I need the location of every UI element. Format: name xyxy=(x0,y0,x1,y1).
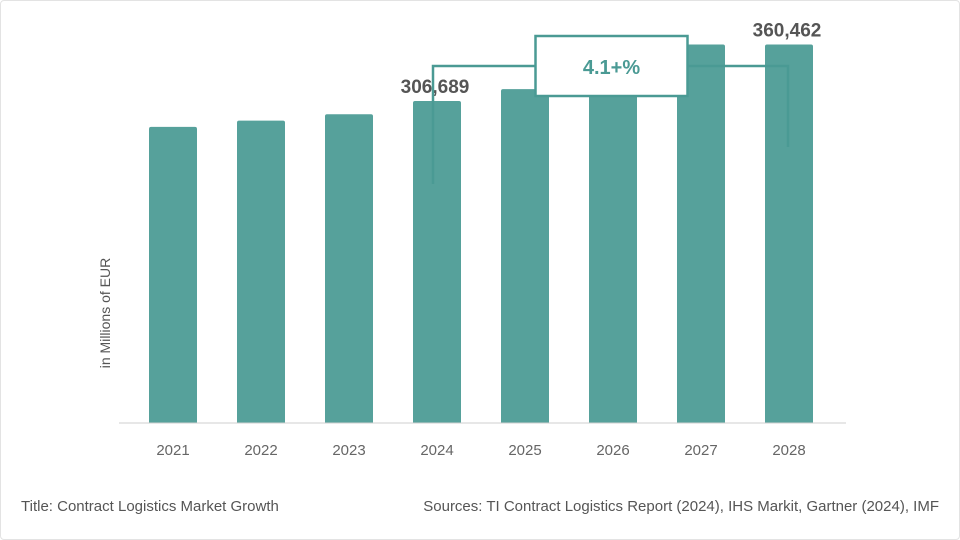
bar-2021 xyxy=(149,126,197,424)
x-tick-2023: 2023 xyxy=(332,442,365,459)
bar-2023 xyxy=(325,114,373,424)
x-tick-2026: 2026 xyxy=(596,442,629,459)
bracket-right xyxy=(687,64,790,147)
bar-2027 xyxy=(677,44,725,424)
value-label-2024: 306,689 xyxy=(401,77,470,98)
value-labels: 306,689 360,462 xyxy=(401,21,822,98)
bar-2026 xyxy=(589,76,637,423)
bar-2024 xyxy=(413,100,461,423)
cagr-label: 4.1+% xyxy=(583,57,640,79)
x-tick-2022: 2022 xyxy=(244,442,277,459)
x-tick-2027: 2027 xyxy=(684,442,717,459)
cagr-annotation: 4.1+% xyxy=(431,34,790,184)
chart-sources: Sources: TI Contract Logistics Report (2… xyxy=(423,498,939,515)
bars-group xyxy=(149,44,813,424)
value-label-2028: 360,462 xyxy=(753,21,822,42)
y-axis-label: in Millions of EUR xyxy=(97,257,113,369)
bar-2025 xyxy=(501,89,549,423)
cagr-box xyxy=(534,34,689,98)
x-tick-2021: 2021 xyxy=(156,442,189,459)
chart-title: Title: Contract Logistics Market Growth xyxy=(21,498,279,515)
x-tick-2024: 2024 xyxy=(420,442,453,459)
bar-2028 xyxy=(765,44,813,424)
bracket-left xyxy=(431,64,536,184)
x-tick-2025: 2025 xyxy=(508,442,541,459)
x-axis-ticks: 2021 2022 2023 2024 2025 2026 2027 2028 xyxy=(156,442,805,459)
x-tick-2028: 2028 xyxy=(772,442,805,459)
bar-2022 xyxy=(237,120,285,423)
